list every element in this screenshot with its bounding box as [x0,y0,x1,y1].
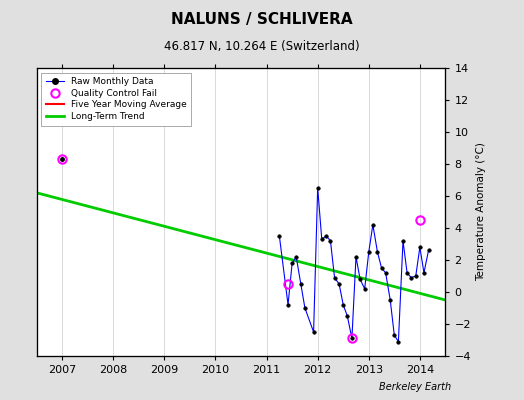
Text: Berkeley Earth: Berkeley Earth [378,382,451,392]
Y-axis label: Temperature Anomaly (°C): Temperature Anomaly (°C) [476,142,486,282]
Text: NALUNS / SCHLIVERA: NALUNS / SCHLIVERA [171,12,353,27]
Text: 46.817 N, 10.264 E (Switzerland): 46.817 N, 10.264 E (Switzerland) [164,40,360,53]
Legend: Raw Monthly Data, Quality Control Fail, Five Year Moving Average, Long-Term Tren: Raw Monthly Data, Quality Control Fail, … [41,72,191,126]
